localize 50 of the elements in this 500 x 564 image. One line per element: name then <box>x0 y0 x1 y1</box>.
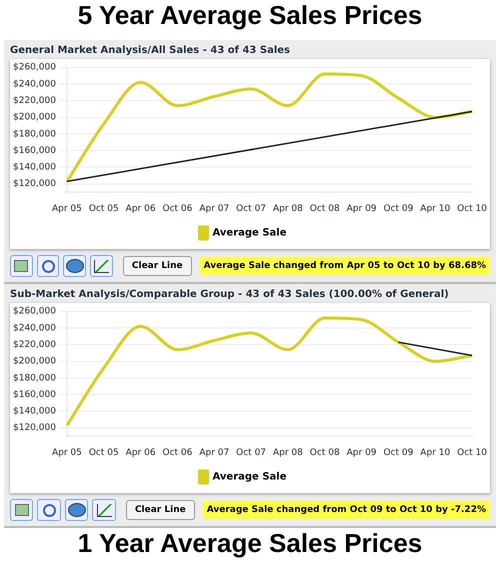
y-tick-label: $220,000 <box>12 96 56 106</box>
x-tick-label: Apr 08 <box>272 448 304 458</box>
x-tick-label: Apr 07 <box>199 448 230 458</box>
x-tick-label: Apr 10 <box>420 204 450 214</box>
y-tick-label: $160,000 <box>12 390 56 400</box>
y-tick-label: $260,000 <box>12 62 56 73</box>
y-tick-label: $240,000 <box>12 323 56 334</box>
text: Average Sale changed from Oct 09 to Oct 10 by -7.22% <box>202 501 490 519</box>
text: Average Sale changed from Apr 05 to Oct 10 by 68.68% <box>200 257 490 275</box>
x-tick-label: Oct 06 <box>162 448 193 458</box>
x-tick-label: Oct 05 <box>88 448 119 458</box>
x-tick-label: Apr 10 <box>420 448 450 458</box>
x-tick-label: Oct 10 <box>457 204 488 214</box>
y-tick-label: $180,000 <box>12 129 56 140</box>
x-tick-label: Oct 08 <box>310 204 340 214</box>
y-tick-label: $140,000 <box>12 162 56 173</box>
x-tick-label: Apr 05 <box>52 448 82 458</box>
x-tick-label: Oct 07 <box>236 204 266 214</box>
x-tick-label: Apr 05 <box>52 204 82 214</box>
chart-subtitle: Sub-Market Analysis/Comparable Group - 43 of 43 Sales (100.00% of General) <box>10 288 450 302</box>
x-tick-label: Oct 05 <box>88 204 119 214</box>
y-tick-label: $180,000 <box>12 373 56 384</box>
y-tick-label: $200,000 <box>12 112 56 123</box>
x-tick-label: Oct 07 <box>236 448 266 458</box>
text: Clear Line <box>126 500 195 520</box>
y-tick-label: $140,000 <box>12 406 56 417</box>
y-tick-label: $120,000 <box>12 179 56 190</box>
legend-label: Average Sale <box>212 472 287 483</box>
x-tick-label: Oct 10 <box>457 448 488 458</box>
x-tick-label: Apr 07 <box>199 204 230 214</box>
x-tick-label: Apr 09 <box>346 448 377 458</box>
legend-label: Average Sale <box>212 228 287 239</box>
y-tick-label: $160,000 <box>12 146 56 156</box>
text: Clear Line <box>122 256 192 276</box>
y-tick-label: $200,000 <box>12 356 56 367</box>
x-tick-label: Oct 08 <box>310 448 340 458</box>
y-tick-label: $120,000 <box>12 423 56 434</box>
x-tick-label: Oct 06 <box>162 204 193 214</box>
x-tick-label: Apr 09 <box>346 204 377 214</box>
y-tick-label: $240,000 <box>12 79 56 90</box>
y-tick-label: $260,000 <box>12 306 56 317</box>
chart-title: 5 Year Average Sales Prices <box>76 0 424 32</box>
x-tick-label: Apr 06 <box>126 448 156 458</box>
text: 1 Year Average Sales Prices <box>76 528 424 560</box>
chart-subtitle: General Market Analysis/All Sales - 43 of 43 Sales <box>10 44 291 58</box>
x-tick-label: Oct 09 <box>383 448 414 458</box>
x-tick-label: Apr 06 <box>126 204 156 214</box>
x-tick-label: Apr 08 <box>272 204 304 214</box>
y-tick-label: $220,000 <box>12 340 56 350</box>
x-tick-label: Oct 09 <box>383 204 414 214</box>
